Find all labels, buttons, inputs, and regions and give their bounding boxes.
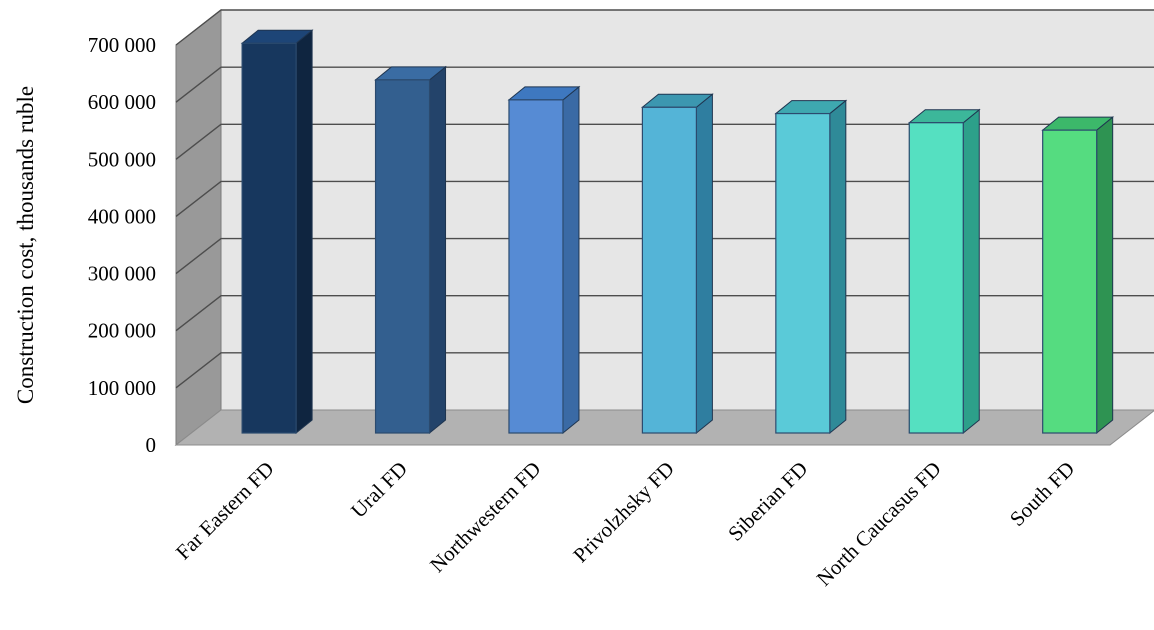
bar-side-face: [562, 85, 580, 435]
y-tick-label: 200 000: [88, 319, 156, 343]
bar-front-face: [908, 122, 964, 434]
x-category-label: Far Eastern FD: [171, 457, 279, 565]
bar: [374, 65, 447, 435]
y-axis-ticks: 0 100 000 200 000 300 000 400 000 500 000 600 …: [88, 33, 156, 457]
bar: [1041, 116, 1115, 435]
gridline: [175, 9, 1154, 46]
x-category-label: Siberian FD: [723, 457, 812, 546]
y-tick-label: 600 000: [88, 90, 156, 114]
bar-side-face: [1096, 116, 1114, 435]
x-category-label: North Caucasus FD: [812, 457, 946, 591]
y-tick-label: 0: [146, 433, 157, 457]
gridline: [175, 66, 1154, 103]
x-category-label: Northwestern FD: [425, 457, 545, 577]
bar-front-face: [1042, 129, 1098, 434]
bar-front-face: [374, 79, 431, 434]
y-tick-label: 400 000: [88, 204, 156, 228]
bar-side-face: [695, 93, 713, 435]
side-wall: [175, 8, 222, 447]
bar-side-face: [295, 29, 313, 435]
bars: [240, 29, 1115, 435]
x-category-label: Privolzhsky FD: [568, 457, 679, 568]
bar: [507, 85, 581, 435]
y-tick-label: 300 000: [88, 262, 156, 286]
bar-front-face: [641, 106, 698, 434]
bar-side-face: [829, 99, 847, 435]
bar: [907, 108, 981, 435]
y-tick-label: 700 000: [88, 33, 156, 57]
bar-front-face: [241, 42, 297, 434]
bar: [774, 99, 848, 435]
y-tick-label: 500 000: [88, 147, 156, 171]
x-category-label: Ural FD: [346, 457, 412, 523]
bar-side-face: [429, 65, 447, 435]
y-axis-title: Construction cost, thousands ruble: [13, 86, 38, 404]
bar: [640, 93, 714, 435]
bar-front-face: [508, 99, 564, 434]
bar-side-face: [962, 108, 980, 435]
bar-front-face: [775, 112, 831, 434]
x-axis-labels: Far Eastern FD Ural FD Northwestern FD Priv…: [171, 457, 1079, 591]
bar: [240, 29, 314, 435]
y-tick-label: 100 000: [88, 376, 156, 400]
x-category-label: South FD: [1005, 457, 1079, 531]
